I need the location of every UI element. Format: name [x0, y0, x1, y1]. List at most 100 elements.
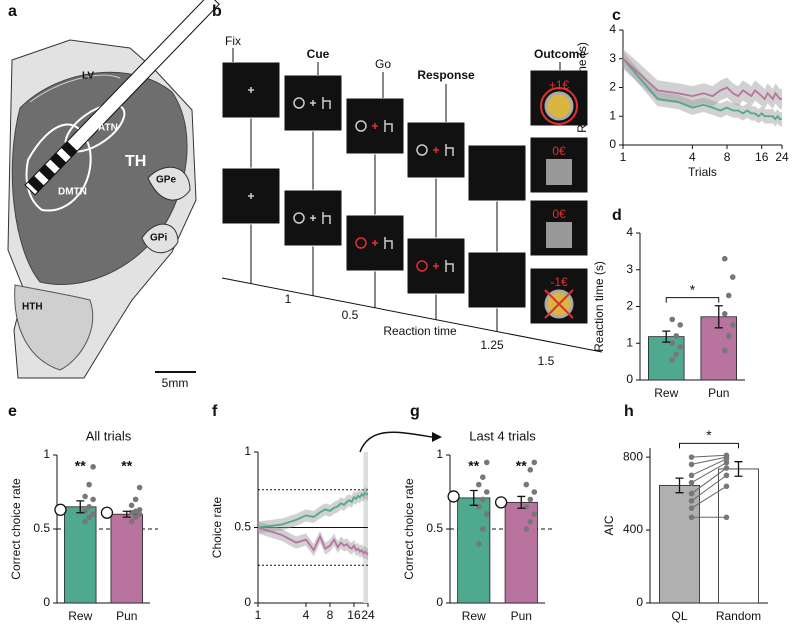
outcome-label: 0€ [552, 144, 566, 158]
point [86, 481, 92, 488]
x-tick-label: 24 [361, 608, 375, 622]
pair-line [691, 454, 727, 458]
x-tick-label: Pun [708, 386, 729, 400]
point [527, 518, 534, 525]
error-band [623, 48, 782, 110]
error-bar [76, 500, 85, 514]
gpe [147, 166, 191, 201]
point [82, 518, 88, 525]
y-tick-label: 0.5 [426, 521, 443, 535]
panel-label: d [612, 207, 622, 224]
y-tick-label: 0.5 [234, 520, 251, 534]
point [729, 322, 736, 328]
point [523, 526, 530, 532]
point [86, 514, 92, 520]
x-tick-label: 1 [255, 608, 262, 622]
y-tick-label: 800 [623, 449, 643, 463]
y-tick-label: 1 [43, 447, 50, 461]
y-tick-label: 0 [626, 372, 633, 386]
point [483, 489, 490, 495]
point [483, 459, 490, 466]
bar [64, 506, 97, 604]
panel-label: g [410, 403, 420, 420]
y-tick-label: 1 [244, 444, 251, 458]
x-tick-label: 4 [689, 150, 696, 164]
scale-label: 5mm [162, 376, 189, 390]
point [688, 490, 695, 497]
pair-line [691, 467, 727, 494]
point [723, 472, 730, 479]
region-label: GPi [150, 233, 167, 244]
x-tick-label: Rew [462, 609, 486, 623]
x-tick-label: Pun [116, 609, 137, 623]
point [132, 496, 139, 503]
y-tick-label: 3 [609, 51, 616, 65]
panel-label: c [612, 7, 621, 24]
y-tick-label: 1 [436, 447, 443, 461]
stage-label: Outcome [534, 47, 586, 61]
point [531, 489, 538, 495]
pair-line [691, 474, 727, 502]
time-tick: 1.25 [480, 338, 504, 352]
stimulus [293, 212, 305, 224]
x-tick-label: 1 [620, 150, 627, 164]
point [677, 322, 684, 328]
electrode [24, 0, 220, 196]
point [673, 351, 680, 358]
line [622, 58, 782, 101]
x-tick-label: Random [716, 609, 761, 623]
y-axis-label: AIC [602, 515, 616, 535]
point [688, 461, 695, 468]
x-tick-label: 4 [303, 608, 310, 622]
stimulus [445, 144, 454, 156]
region-label: HTH [22, 302, 43, 313]
point [688, 514, 695, 521]
point [479, 474, 486, 481]
error-bar [714, 305, 723, 329]
outcome-label: -1€ [550, 275, 568, 289]
point [475, 481, 482, 488]
point [725, 292, 732, 299]
stimulus [416, 144, 428, 156]
point [673, 333, 680, 339]
significance: * [706, 427, 712, 443]
region-label: TH [125, 153, 146, 170]
error-band [258, 521, 368, 561]
x-tick-label: QL [671, 609, 687, 623]
point [725, 333, 732, 339]
point [90, 511, 96, 517]
stage-label: Response [417, 68, 475, 82]
point [721, 311, 728, 317]
stimulus [416, 260, 428, 272]
pair-line [691, 485, 727, 509]
point [479, 526, 486, 532]
point [729, 274, 736, 280]
x-tick-label: Rew [654, 386, 678, 400]
bar [110, 513, 143, 604]
panel-label: a [8, 3, 17, 20]
stimulus [355, 120, 367, 132]
time-label: Reaction time [383, 324, 457, 338]
y-tick-label: 0 [43, 595, 50, 609]
point [86, 504, 92, 510]
stimulus [355, 237, 367, 249]
ventricle [29, 74, 121, 103]
point [82, 493, 88, 500]
point [688, 472, 695, 479]
outcome-label: +1€ [549, 78, 570, 92]
anatomy [7, 0, 220, 379]
pair-line [691, 462, 727, 484]
arrow-head [432, 432, 442, 442]
error-bar [662, 330, 671, 343]
gpi [141, 223, 179, 254]
outcome-label: 0€ [552, 207, 566, 221]
point [475, 541, 482, 547]
x-tick-label: Pun [511, 609, 532, 623]
x-tick-label: 8 [724, 150, 731, 164]
point [688, 498, 695, 504]
y-tick-label: 1 [609, 108, 616, 122]
time-tick: 1.5 [538, 354, 555, 368]
pair-line [691, 456, 727, 465]
point [723, 483, 730, 490]
y-tick-label: 2 [609, 80, 616, 94]
